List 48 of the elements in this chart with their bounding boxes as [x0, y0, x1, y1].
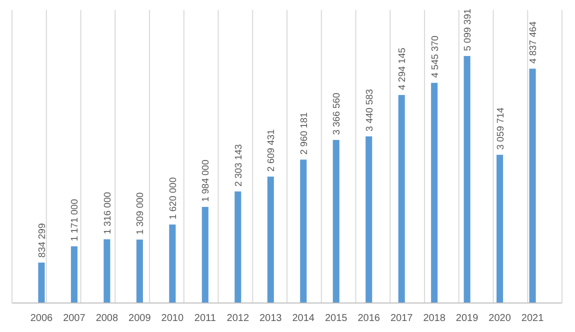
- data-label: 1 316 000: [102, 192, 114, 234]
- data-label: 1 984 000: [200, 160, 212, 202]
- bar: [464, 56, 470, 303]
- bar: [169, 224, 176, 303]
- x-tick-label: 2018: [423, 313, 446, 324]
- bar: [136, 240, 143, 303]
- x-tick-label: 2014: [292, 313, 315, 324]
- x-tick-label: 2011: [194, 313, 216, 324]
- data-label: 2 609 431: [266, 129, 278, 172]
- bar: [234, 191, 242, 303]
- x-tick-label: 2016: [358, 313, 380, 324]
- bar: [332, 140, 340, 303]
- bar: [366, 136, 372, 303]
- bar: [104, 239, 110, 303]
- data-label: 3 059 714: [495, 108, 506, 150]
- bar: [300, 160, 307, 303]
- data-label: 4 294 145: [397, 48, 408, 90]
- x-tick-label: 2012: [226, 313, 250, 324]
- data-label: 3 366 560: [332, 92, 343, 135]
- data-label: 1 620 000: [168, 177, 179, 220]
- data-label: 4 545 370: [430, 36, 441, 78]
- data-label: 834 299: [36, 223, 48, 258]
- bar: [70, 246, 78, 303]
- bar: [202, 206, 208, 303]
- x-tick-label: 2017: [390, 313, 414, 324]
- bar: [431, 82, 438, 303]
- x-tick-label: 2006: [30, 313, 54, 324]
- x-tick-label: 2007: [63, 313, 86, 324]
- x-tick-label: 2020: [488, 313, 512, 324]
- data-label: 2 303 143: [233, 144, 244, 186]
- data-label: 1 309 000: [135, 192, 146, 235]
- data-label: 4 837 464: [528, 21, 540, 64]
- bar: [496, 154, 504, 303]
- bar: [267, 176, 274, 303]
- x-tick-label: 2009: [128, 313, 152, 324]
- bar: [38, 262, 45, 303]
- x-tick-label: 2010: [161, 313, 184, 324]
- x-tick-label: 2021: [521, 313, 544, 324]
- data-label: 5 099 391: [462, 8, 474, 51]
- x-tick-label: 2015: [324, 313, 348, 324]
- x-tick-label: 2008: [96, 313, 118, 324]
- data-label: 1 171 000: [70, 199, 81, 242]
- x-tick-label: 2019: [456, 313, 479, 324]
- bar: [529, 68, 536, 303]
- x-tick-label: 2013: [260, 313, 282, 324]
- bar: [398, 95, 405, 303]
- data-label: 2 960 181: [298, 112, 310, 155]
- data-label: 3 440 583: [364, 89, 376, 132]
